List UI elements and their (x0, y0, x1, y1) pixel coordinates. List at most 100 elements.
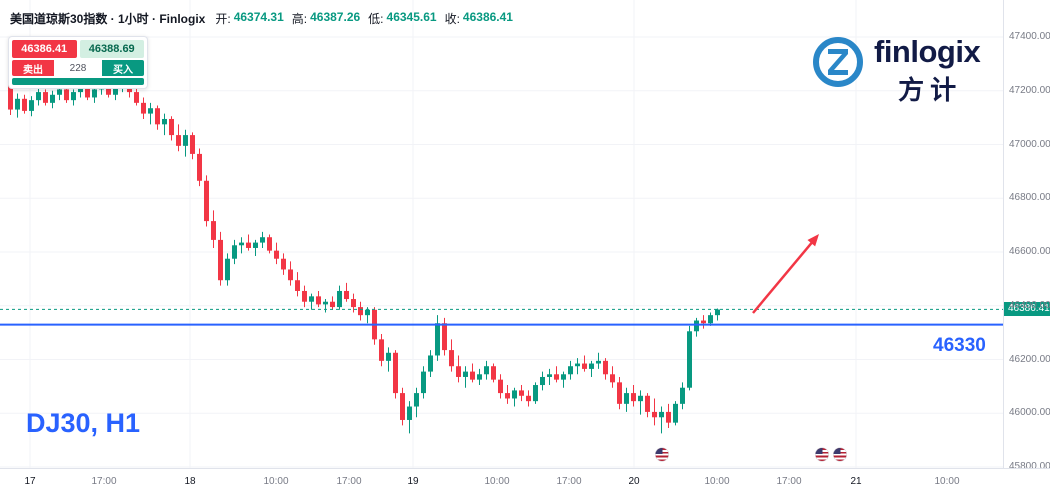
candle-body (36, 92, 41, 101)
logo-brand-cn-text: 方计 (898, 75, 963, 105)
candle-body (316, 296, 321, 305)
candle-body (533, 385, 538, 402)
candle-body (442, 323, 447, 351)
depth-bar (12, 78, 144, 85)
chart-plot-area[interactable] (0, 0, 1003, 468)
candle-body (281, 258, 286, 270)
candle-body (680, 387, 685, 404)
candle-body (624, 393, 629, 404)
time-axis-label: 17 (24, 476, 36, 487)
sell-button[interactable]: 卖出 (12, 60, 54, 76)
ohlc-readout: 开: 46374.31 高: 46387.26 低: 46345.61 收: 46386… (215, 10, 513, 27)
candle-body (596, 360, 601, 364)
low-value: 46345.61 (386, 10, 437, 24)
candle-body (519, 390, 524, 396)
candle-body (435, 323, 440, 356)
time-axis-label: 17:00 (336, 476, 362, 487)
price-axis-label: 47400.00 (1009, 31, 1050, 42)
candle-body (323, 301, 328, 305)
candle-body (428, 355, 433, 372)
candle-body (512, 390, 517, 399)
candle-body (169, 118, 174, 136)
candle-body (407, 406, 412, 420)
candle-body (225, 258, 230, 281)
candle-body (337, 290, 342, 308)
candle-body (246, 242, 251, 248)
candle-body (239, 242, 244, 246)
candle-body (526, 395, 531, 402)
trend-arrow-shaft[interactable] (752, 239, 815, 314)
candle-body (547, 374, 552, 377)
candle-body (274, 250, 279, 259)
candle-body (610, 374, 615, 383)
candle-body (302, 290, 307, 302)
candle-body (162, 118, 167, 125)
candle-body (659, 411, 664, 418)
price-axis-label: 46400.00 (1009, 299, 1050, 311)
time-axis-label: 10:00 (263, 476, 289, 487)
candle-body (540, 376, 545, 386)
candle-body (64, 89, 69, 101)
candle-body (561, 374, 566, 380)
us-flag-icon[interactable] (815, 448, 829, 461)
time-axis-label: 19 (407, 476, 419, 487)
candle-body (694, 320, 699, 332)
candle-body (176, 135, 181, 146)
candle-body (393, 352, 398, 394)
price-axis-label: 46000.00 (1009, 407, 1050, 419)
candle-body (645, 395, 650, 412)
candlestick-chart[interactable] (0, 0, 1003, 468)
candle-body (190, 135, 195, 154)
time-axis-label: 10:00 (704, 476, 730, 487)
sell-price-box[interactable]: 46386.41 (12, 40, 77, 58)
current-price-tag: 46386.41 (1004, 302, 1050, 317)
candle-body (78, 86, 83, 93)
time-axis-label: 10:00 (484, 476, 510, 487)
candle-body (134, 92, 139, 103)
symbol-watermark: DJ30, H1 (26, 408, 141, 438)
candle-body (449, 350, 454, 367)
time-axis-label: 17:00 (556, 476, 582, 487)
candle-body (330, 301, 335, 308)
high-value: 46387.26 (310, 10, 361, 24)
candle-body (211, 221, 216, 240)
candle-body (204, 180, 209, 222)
candle-body (701, 320, 706, 324)
time-axis[interactable]: 17 17:00 18 10:00 17:00 19 10:00 17:00 20 10:00 17… (0, 468, 1050, 502)
chart-legend: 美国道琼斯30指数 · 1小时 · Finlogix 开: 46374.31 高:… (10, 10, 513, 27)
candle-body (344, 290, 349, 300)
time-axis-label: 17:00 (776, 476, 802, 487)
buy-price-box[interactable]: 46388.69 (79, 40, 144, 58)
candle-body (575, 363, 580, 367)
candle-body (309, 296, 314, 302)
candle-body (603, 360, 608, 375)
candle-body (232, 245, 237, 259)
symbol-title[interactable]: 美国道琼斯30指数 · 1小时 · Finlogix (10, 12, 206, 26)
candle-body (358, 307, 363, 316)
candle-body (463, 371, 468, 377)
candle-body (365, 309, 370, 316)
time-axis-label: 21 (850, 476, 862, 487)
candle-body (708, 315, 713, 324)
time-axis-label: 17:00 (91, 476, 117, 487)
trade-widget: 46386.41 46388.69 卖出 228 买入 (8, 36, 148, 89)
candle-body (617, 382, 622, 404)
candle-body (43, 92, 48, 103)
us-flag-icon[interactable] (655, 448, 669, 461)
finlogix-logo-icon (813, 37, 863, 87)
candle-body (22, 98, 27, 111)
buy-button[interactable]: 买入 (102, 60, 144, 76)
close-label: 收: (444, 12, 460, 26)
candle-body (456, 366, 461, 377)
candle-body (687, 331, 692, 388)
price-axis[interactable]: 46386.41 45800.00 46000.00 46200.00 46400.0… (1003, 0, 1050, 472)
finlogix-logo: finlogix 方计 (812, 36, 981, 107)
candle-body (589, 363, 594, 369)
candle-body (491, 366, 496, 380)
close-value: 46386.41 (462, 10, 513, 24)
price-axis-label: 46800.00 (1009, 192, 1050, 204)
us-flag-icon[interactable] (833, 448, 847, 461)
price-axis-label: 46200.00 (1009, 353, 1050, 365)
candle-body (414, 393, 419, 407)
candle-body (505, 393, 510, 399)
